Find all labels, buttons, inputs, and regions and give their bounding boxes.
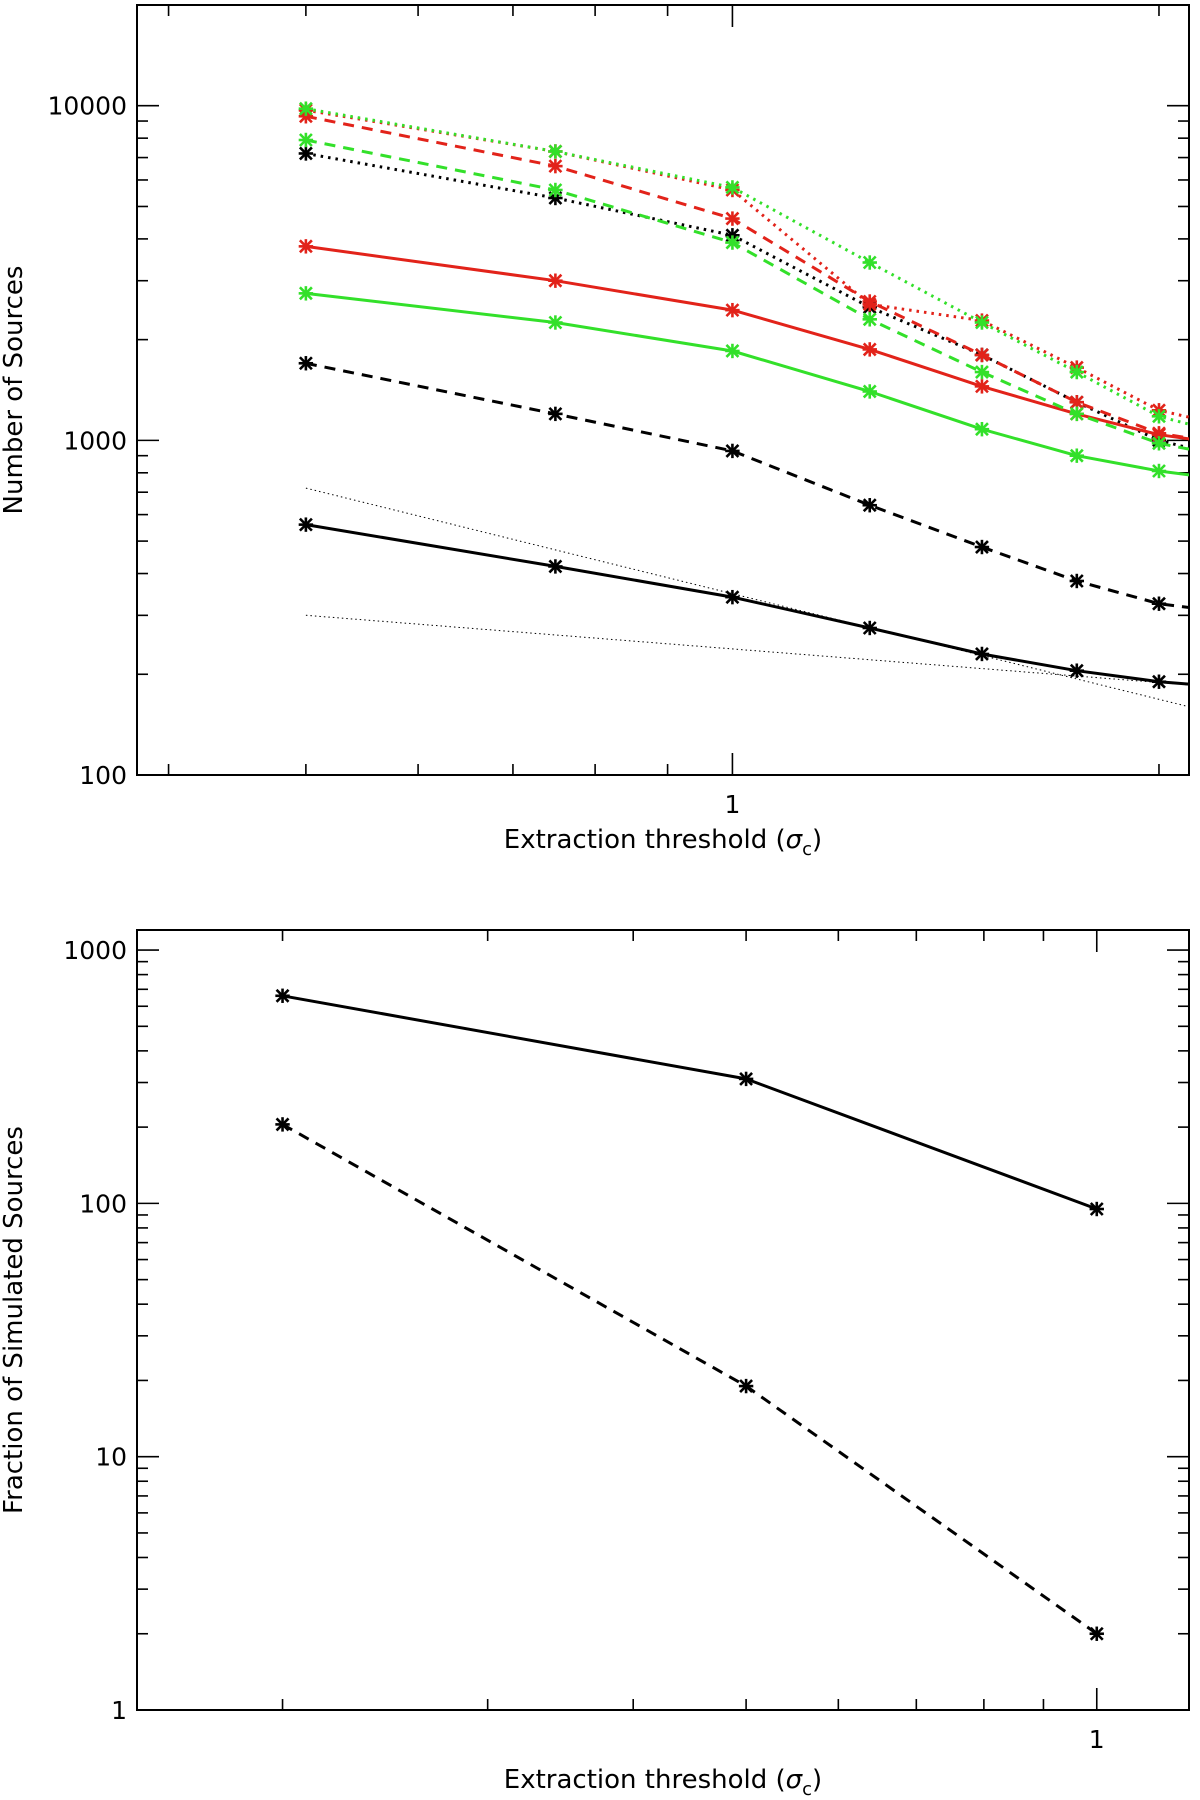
data-point	[974, 315, 990, 330]
data-point	[1069, 395, 1085, 410]
data-point	[862, 620, 877, 636]
series-green-dashed	[298, 132, 1189, 451]
data-point	[275, 1117, 290, 1132]
series-line-green-solid	[305, 291, 1189, 477]
data-point	[298, 101, 314, 116]
data-point	[298, 146, 314, 161]
data-point	[298, 286, 314, 301]
data-point	[1089, 1626, 1104, 1641]
plot-frame	[136, 929, 1190, 1711]
y-tick-label: 10000	[47, 92, 127, 121]
y-tick-label: 1	[111, 1696, 127, 1725]
data-point	[862, 312, 877, 327]
series-solid	[275, 988, 1104, 1217]
series-line-dashed	[281, 1123, 1098, 1635]
y-tick-label: 1000	[63, 936, 127, 965]
data-point	[974, 539, 990, 555]
series-line-red-dotted	[305, 108, 1189, 419]
series-red-solid	[298, 239, 1189, 442]
y-axis-label: Number of Sources	[0, 266, 29, 515]
data-point	[298, 356, 314, 371]
data-point	[725, 302, 740, 318]
series-black-dotted	[298, 146, 1189, 450]
series-black-solid	[298, 517, 1189, 689]
y-tick-label: 100	[79, 761, 127, 790]
data-point	[548, 144, 563, 159]
data-point	[1151, 596, 1167, 611]
series-dashed	[275, 1117, 1104, 1641]
data-point	[738, 1378, 754, 1394]
series-line-black-solid	[305, 523, 1189, 686]
data-point	[548, 559, 563, 574]
data-point	[1151, 409, 1167, 424]
ref-line-a	[305, 487, 1189, 708]
data-point	[738, 1071, 754, 1087]
series-red-dotted	[298, 102, 1189, 419]
y-axis-label: Fraction of Simulated Sources	[0, 1126, 29, 1514]
plot-frame	[136, 4, 1190, 776]
series-black-dashed	[298, 356, 1189, 611]
series-green-solid	[298, 286, 1189, 479]
series-line-black-dotted	[305, 152, 1189, 450]
y-tick-label: 100	[79, 1189, 127, 1218]
data-point	[1151, 463, 1167, 479]
data-point	[548, 182, 563, 198]
data-point	[548, 273, 563, 288]
series-line-black-dashed	[305, 361, 1189, 609]
y-tick-label: 1000	[63, 426, 127, 455]
data-point	[725, 211, 740, 226]
series-red-dashed	[298, 109, 1189, 441]
data-point	[548, 406, 563, 422]
series-line-green-dotted	[305, 107, 1189, 426]
data-point	[1151, 674, 1167, 689]
x-axis-label: Extraction threshold (σc)	[504, 825, 822, 860]
data-point	[298, 239, 314, 254]
data-point	[298, 517, 314, 532]
data-point	[548, 315, 563, 330]
data-point	[548, 158, 563, 174]
data-point	[974, 421, 990, 437]
y-tick-label: 10	[95, 1443, 127, 1472]
data-point	[725, 589, 740, 605]
data-point	[1151, 436, 1167, 451]
data-point	[974, 347, 990, 363]
top-panel: 100 1000 10000 1 Extraction threshold (σc) Nu…	[0, 4, 1190, 860]
data-point	[1069, 364, 1085, 380]
data-point	[974, 379, 990, 394]
plot-area	[298, 101, 1189, 708]
series-line-red-solid	[305, 244, 1189, 441]
series-green-dotted	[298, 101, 1189, 426]
x-tick-label: 1	[1089, 1725, 1105, 1754]
ref-line-b	[305, 614, 1189, 686]
data-point	[862, 255, 877, 270]
data-point	[974, 364, 990, 380]
data-point	[275, 988, 290, 1003]
data-point	[862, 498, 877, 513]
data-point	[1069, 573, 1085, 589]
data-point	[298, 132, 314, 148]
series-line-red-dashed	[305, 114, 1189, 440]
data-point	[862, 297, 877, 312]
bottom-panel: 1 10 100 1000 1 Extraction threshold (σc) Frac…	[0, 929, 1190, 1800]
data-point	[1069, 448, 1085, 463]
data-point	[1069, 406, 1085, 422]
data-point	[725, 343, 740, 359]
plot-area	[275, 988, 1104, 1641]
data-point	[725, 235, 740, 250]
data-point	[725, 180, 740, 195]
data-point	[1069, 663, 1085, 678]
series-line-green-dashed	[305, 138, 1189, 451]
data-point	[1089, 1201, 1104, 1217]
data-point	[725, 443, 740, 459]
data-point	[974, 646, 990, 662]
data-point	[862, 384, 877, 399]
x-tick-label: 1	[724, 790, 740, 819]
series-line-solid	[282, 994, 1098, 1211]
x-axis-label: Extraction threshold (σc)	[504, 1765, 822, 1800]
data-point	[862, 342, 877, 357]
